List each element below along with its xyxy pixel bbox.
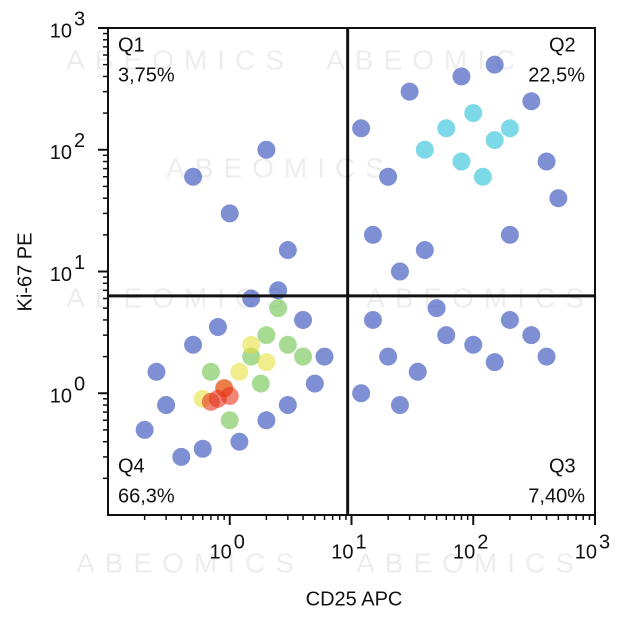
quadrant-percent: 7,40% [528, 485, 585, 507]
point [537, 152, 556, 171]
point [220, 204, 239, 223]
point [379, 167, 398, 186]
point [352, 119, 371, 138]
x-tick-label: 10 [331, 541, 353, 563]
point [522, 326, 541, 345]
quadrant-name: Q3 [549, 455, 576, 477]
point [522, 92, 541, 111]
point [352, 384, 371, 403]
point [184, 335, 203, 354]
point [500, 119, 519, 138]
point [437, 119, 456, 138]
point [269, 299, 288, 318]
point [242, 335, 261, 354]
quadrant-percent: 3,75% [118, 64, 175, 86]
quadrant-name: Q1 [118, 34, 145, 56]
x-tick-label: 10 [453, 541, 475, 563]
point [485, 131, 504, 150]
point [172, 447, 191, 466]
point [278, 396, 297, 415]
x-tick-exponent: 1 [356, 531, 367, 553]
point [215, 379, 234, 398]
point [257, 411, 276, 430]
quadrant-name: Q4 [118, 455, 145, 477]
point [184, 167, 203, 186]
point [415, 241, 434, 260]
point [437, 326, 456, 345]
point [242, 289, 261, 308]
y-axis-label: Ki-67 PE [14, 233, 36, 312]
point [464, 104, 483, 123]
point [363, 310, 382, 329]
quadrant-label-bg [513, 32, 587, 92]
point [135, 420, 154, 439]
y-tick-exponent: 2 [74, 130, 85, 152]
quadrant-name: Q2 [549, 34, 576, 56]
y-tick-label: 10 [50, 264, 72, 286]
point [537, 347, 556, 366]
point [452, 67, 471, 86]
watermark: ABEOMICS [76, 547, 304, 578]
x-tick-exponent: 3 [599, 531, 610, 553]
x-tick-exponent: 2 [477, 531, 488, 553]
point [230, 362, 249, 381]
point [201, 392, 220, 411]
x-tick-label: 10 [210, 541, 232, 563]
plot-frame [107, 27, 596, 516]
point [390, 262, 409, 281]
point [315, 347, 334, 366]
point [400, 82, 419, 101]
point [294, 347, 313, 366]
point [230, 432, 249, 451]
point [452, 152, 471, 171]
point [251, 374, 270, 393]
points [135, 55, 568, 466]
point [485, 353, 504, 372]
x-axis-label: CD25 APC [306, 588, 403, 610]
watermark: ABEOMICS [326, 44, 554, 75]
watermark: ABEOMICS [356, 547, 584, 578]
point [408, 362, 427, 381]
point [427, 299, 446, 318]
point [294, 310, 313, 329]
point [278, 335, 297, 354]
point [257, 326, 276, 345]
y-tick-label: 10 [50, 142, 72, 164]
y-tick-label: 10 [50, 20, 72, 42]
y-tick-exponent: 1 [74, 252, 85, 274]
point [305, 374, 324, 393]
point [201, 362, 220, 381]
point [485, 55, 504, 74]
point [415, 140, 434, 159]
point [500, 310, 519, 329]
point [278, 241, 297, 260]
y-tick-exponent: 3 [74, 8, 85, 30]
x-tick-label: 10 [575, 541, 597, 563]
point [500, 225, 519, 244]
point [473, 167, 492, 186]
x-tick-exponent: 0 [234, 531, 245, 553]
point [257, 140, 276, 159]
point [549, 189, 568, 208]
point [464, 335, 483, 354]
watermark: ABEOMICS [366, 282, 594, 313]
point [193, 439, 212, 458]
point [220, 411, 239, 430]
point [147, 362, 166, 381]
quadrant-percent: 22,5% [528, 64, 585, 86]
point [208, 318, 227, 337]
y-tick-exponent: 0 [74, 374, 85, 396]
point [390, 396, 409, 415]
point [379, 347, 398, 366]
quadrant-percent: 66,3% [118, 485, 175, 507]
watermark: ABEOMICS [66, 44, 294, 75]
point [157, 396, 176, 415]
point [363, 225, 382, 244]
point [257, 353, 276, 372]
y-tick-label: 10 [50, 386, 72, 408]
